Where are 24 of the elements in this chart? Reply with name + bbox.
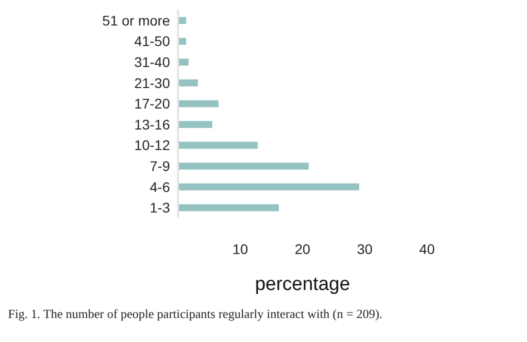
bar bbox=[178, 162, 309, 170]
y-tick-label: 1-3 bbox=[150, 200, 170, 216]
x-tick-label: 40 bbox=[419, 240, 435, 257]
bar bbox=[178, 204, 279, 212]
caption: Fig. 1. The number of people participants regularly interact with (n = 209). bbox=[8, 306, 384, 322]
y-tick-label: 17-20 bbox=[134, 96, 170, 112]
bar bbox=[178, 142, 258, 149]
bar bbox=[178, 183, 360, 190]
bar bbox=[178, 79, 198, 86]
x-axis-title: percentage bbox=[254, 274, 350, 295]
y-tick-label: 10-12 bbox=[134, 137, 170, 154]
x-tick-label: 30 bbox=[356, 240, 373, 257]
y-tick-label: 41-50 bbox=[134, 33, 170, 50]
y-tick-label: 7-9 bbox=[150, 158, 170, 174]
x-tick-label: 10 bbox=[232, 240, 248, 257]
y-tick-label: 31-40 bbox=[134, 54, 170, 70]
bar bbox=[178, 100, 218, 108]
bar bbox=[178, 121, 212, 128]
x-tick-label: 20 bbox=[294, 240, 310, 257]
y-tick-label: 4-6 bbox=[150, 178, 170, 195]
y-tick-label: 51 or more bbox=[102, 12, 170, 28]
bar bbox=[178, 58, 189, 66]
y-tick-label: 21-30 bbox=[134, 74, 170, 91]
y-tick-label: 13-16 bbox=[134, 116, 170, 132]
